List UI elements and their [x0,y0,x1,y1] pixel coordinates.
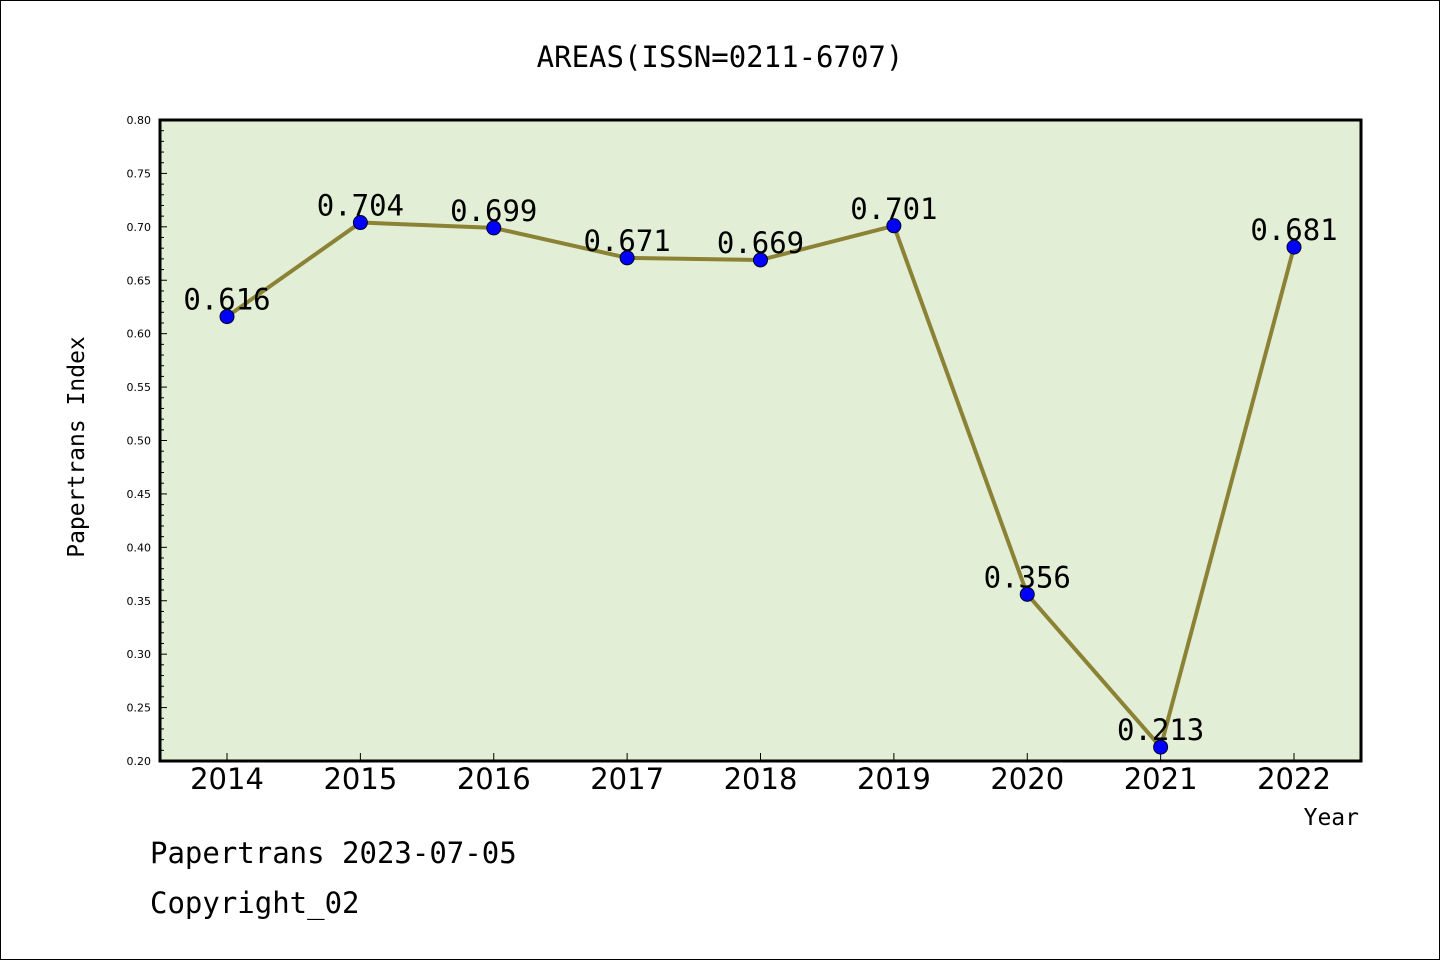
y-tick-label: 0.45 [127,488,152,501]
y-tick-label: 0.75 [127,167,152,180]
x-tick-label: 2022 [1257,762,1331,796]
data-point-2022 [1286,239,1302,255]
y-axis: 0.20 0.25 0.30 0.35 0.40 0.45 0.50 0.55 0.60 0.65… [127,114,167,768]
data-point-2018 [753,252,768,268]
y-tick-label: 0.70 [127,221,152,234]
data-label-2018: 0.669 [717,226,804,260]
x-tick-label: 2016 [457,762,531,796]
y-tick-label: 0.40 [127,541,152,554]
data-point-2015 [352,215,368,231]
y-tick-label: 0.55 [127,381,152,394]
data-label-2020: 0.356 [984,560,1071,594]
data-markers [219,215,1302,755]
y-tick-label: 0.20 [127,755,152,768]
y-tick-label: 0.80 [127,114,152,127]
x-tick-label: 2015 [323,762,397,796]
y-tick-label: 0.35 [127,595,152,608]
y-axis-label: Papertrans Index [64,336,90,558]
y-tick-label: 0.50 [127,435,152,448]
y-tick-label: 0.30 [127,648,152,661]
data-label-2022: 0.681 [1250,213,1337,247]
chart-title: AREAS(ISSN=0211-6707) [537,40,904,74]
x-tick-label: 2019 [857,762,931,796]
x-tick-label: 2017 [590,762,664,796]
footer-copyright: Copyright_02 [150,886,360,920]
data-label-2016: 0.699 [450,194,537,228]
data-label-2015: 0.704 [317,189,404,223]
data-point-2017 [619,250,635,266]
y-tick-label: 0.65 [127,274,152,287]
data-labels: 0.616 0.704 0.699 0.671 0.669 0.701 0.356 0.213… [183,189,1337,748]
data-point-2014 [219,309,235,325]
data-point-2020 [1019,586,1035,602]
x-axis: 2014 2015 2016 2017 2018 2019 2020 2021 2022 [190,753,1331,796]
x-tick-label: 2014 [190,762,264,796]
x-axis-label: Year [1304,805,1359,831]
data-label-2021: 0.213 [1117,713,1204,747]
data-point-2021 [1153,739,1169,755]
data-label-2017: 0.671 [583,224,670,258]
data-point-2016 [486,220,502,236]
footer-date: Papertrans 2023-07-05 [150,836,517,870]
x-tick-label: 2021 [1124,762,1198,796]
x-tick-label: 2018 [724,762,798,796]
data-point-2019 [886,218,902,234]
data-label-2014: 0.616 [183,283,270,317]
y-tick-label: 0.60 [127,328,152,341]
x-tick-label: 2020 [990,762,1064,796]
y-tick-label: 0.25 [127,702,152,715]
data-label-2019: 0.701 [850,192,937,226]
